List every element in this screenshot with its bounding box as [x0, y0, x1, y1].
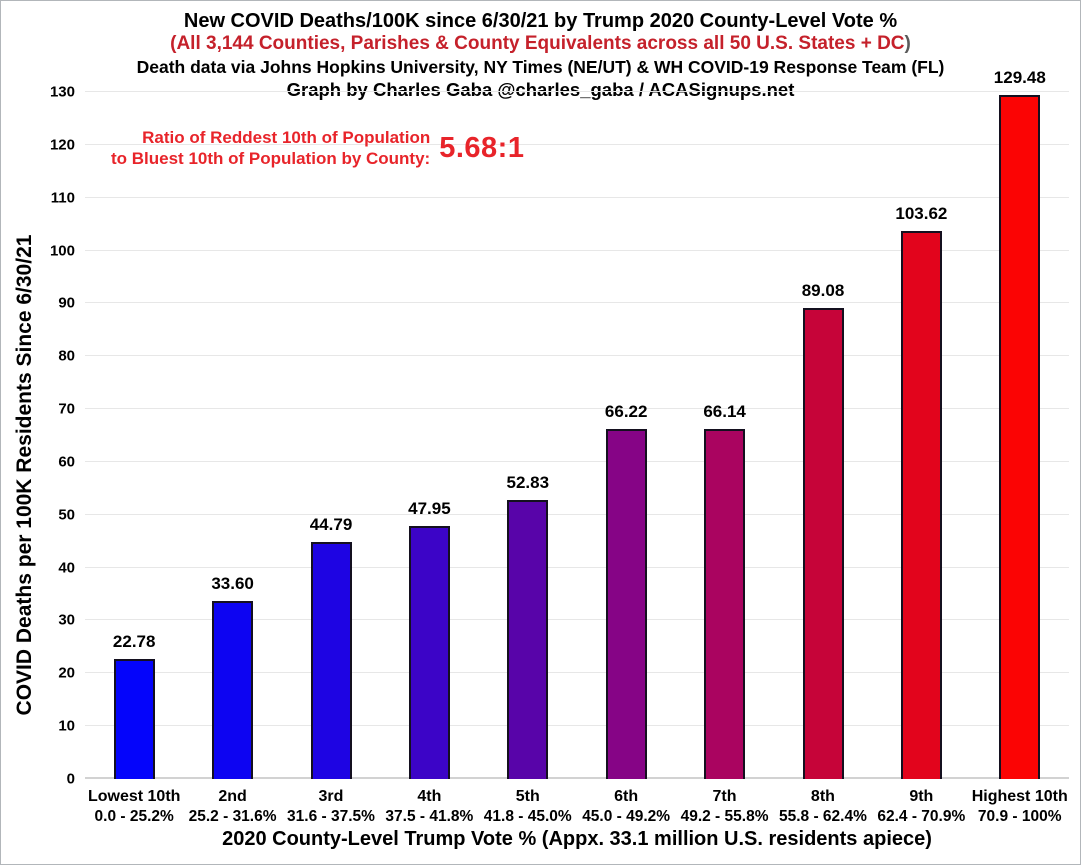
y-tick-label: 50	[58, 506, 75, 524]
x-category-name: 3rd	[318, 788, 344, 805]
x-category-range: 45.0 - 49.2%	[582, 808, 671, 825]
x-category-range: 49.2 - 55.8%	[680, 808, 769, 825]
x-category-name: Lowest 10th	[87, 788, 181, 805]
bar-highest-10th	[999, 94, 1041, 779]
ratio-value: 5.68:1	[439, 131, 525, 164]
gridline	[85, 460, 1069, 462]
y-tick-label: 0	[66, 770, 75, 788]
x-category-name: 6th	[614, 788, 639, 805]
bar-value-label: 103.62	[895, 204, 948, 224]
x-axis-baseline	[85, 777, 1069, 779]
x-category-name: 8th	[810, 788, 835, 805]
x-category-name: 2nd	[218, 788, 247, 805]
bar-4th	[408, 525, 450, 779]
bar-5th	[507, 499, 549, 779]
x-category-range: 55.8 - 62.4%	[778, 808, 867, 825]
gridline	[85, 672, 1069, 674]
bar-lowest-10th	[113, 658, 155, 779]
x-category-label: 5th 41.8 - 45.0%	[479, 787, 577, 827]
x-category-label: 6th 45.0 - 49.2%	[577, 787, 675, 827]
x-category-range: 31.6 - 37.5%	[287, 808, 375, 825]
x-category-range: 62.4 - 70.9%	[877, 808, 966, 825]
ratio-annotation-line1: Ratio of Reddest 10th of Population	[142, 128, 431, 147]
x-category-name: 7th	[712, 788, 737, 805]
bar-value-label: 66.22	[604, 402, 648, 422]
credit-line: Graph by Charles Gaba @charles_gaba / AC…	[286, 79, 795, 100]
y-tick-label: 90	[58, 294, 75, 312]
x-category-name: Highest 10th	[971, 788, 1068, 805]
x-category-label: 3rd 31.6 - 37.5%	[282, 787, 380, 827]
bar-2nd	[212, 601, 254, 779]
y-tick-label: 70	[58, 400, 75, 418]
gridline	[85, 619, 1069, 621]
bar-3rd	[310, 542, 352, 779]
bar-6th	[605, 429, 647, 779]
y-tick-label: 130	[49, 83, 75, 101]
gridline	[85, 355, 1069, 357]
y-tick-label: 120	[49, 136, 75, 154]
bar-value-label: 22.78	[112, 631, 156, 651]
x-category-label: 4th 37.5 - 41.8%	[380, 787, 478, 827]
x-category-range: 37.5 - 41.8%	[385, 808, 474, 825]
x-category-label: 2nd 25.2 - 31.6%	[183, 787, 281, 827]
bar-9th	[900, 231, 942, 779]
ratio-annotation-line2: to Bluest 10th of Population by County:	[111, 149, 431, 168]
chart-subtitle: (All 3,144 Counties, Parishes & County E…	[1, 33, 1080, 55]
y-tick-label: 80	[58, 347, 75, 365]
y-axis-tick-labels: 0 10 20 30 40 50 60 70 80 90 100 110 120 130	[1, 84, 75, 788]
gridline	[85, 513, 1069, 515]
x-category-label: 7th 49.2 - 55.8%	[675, 787, 773, 827]
bar-value-label: 52.83	[506, 472, 550, 492]
x-category-label: 8th 55.8 - 62.4%	[774, 787, 872, 827]
bar-value-label: 129.48	[993, 67, 1046, 87]
x-axis-labels: Lowest 10th 0.0 - 25.2% 2nd 25.2 - 31.6% 3rd…	[85, 787, 1069, 827]
bar-7th	[704, 429, 746, 779]
gridline	[85, 725, 1069, 727]
bar-value-label: 44.79	[309, 515, 353, 535]
gridline	[85, 566, 1069, 568]
bar-8th	[802, 308, 844, 779]
x-category-label: Lowest 10th 0.0 - 25.2%	[85, 787, 183, 827]
y-tick-label: 10	[58, 717, 75, 735]
chart-title: New COVID Deaths/100K since 6/30/21 by T…	[183, 10, 898, 32]
x-category-range: 41.8 - 45.0%	[483, 808, 572, 825]
data-source-line: Death data via Johns Hopkins University,…	[136, 57, 945, 77]
x-axis-title: 2020 County-Level Trump Vote % (Appx. 33…	[222, 828, 932, 850]
y-tick-label: 100	[49, 242, 75, 260]
x-category-range: 25.2 - 31.6%	[188, 808, 277, 825]
y-tick-label: 110	[50, 189, 75, 207]
gridline	[85, 196, 1069, 198]
gridline	[85, 143, 1069, 145]
plot-area: 22.78 33.60 44.79 47.95 52.83 66.22 66.14 89.08…	[85, 68, 1069, 779]
x-category-label: 9th 62.4 - 70.9%	[872, 787, 970, 827]
bar-value-label: 47.95	[408, 498, 451, 518]
gridline	[85, 91, 1069, 92]
x-category-name: 9th	[909, 788, 934, 805]
x-category-range: 70.9 - 100%	[977, 808, 1062, 825]
ratio-annotation-text: Ratio of Reddest 10th of Population to B…	[111, 127, 430, 169]
y-tick-label: 40	[58, 559, 75, 577]
x-category-name: 5th	[515, 788, 540, 805]
gridline	[85, 249, 1069, 251]
gridline	[85, 408, 1069, 410]
chart-subtitle-text: (All 3,144 Counties, Parishes & County E…	[170, 33, 905, 54]
x-category-range: 0.0 - 25.2%	[94, 808, 174, 825]
bar-value-label: 66.14	[703, 402, 746, 422]
gridline	[85, 302, 1069, 304]
x-category-label: Highest 10th 70.9 - 100%	[971, 787, 1069, 827]
y-tick-label: 60	[58, 453, 75, 471]
y-tick-label: 30	[58, 611, 75, 629]
chart-subtitle-paren: )	[904, 33, 911, 54]
bar-value-label: 89.08	[801, 281, 845, 301]
x-category-name: 4th	[417, 788, 442, 805]
y-tick-label: 20	[58, 664, 75, 682]
ratio-annotation: Ratio of Reddest 10th of Population to B…	[111, 127, 524, 169]
bar-value-label: 33.60	[211, 574, 254, 594]
